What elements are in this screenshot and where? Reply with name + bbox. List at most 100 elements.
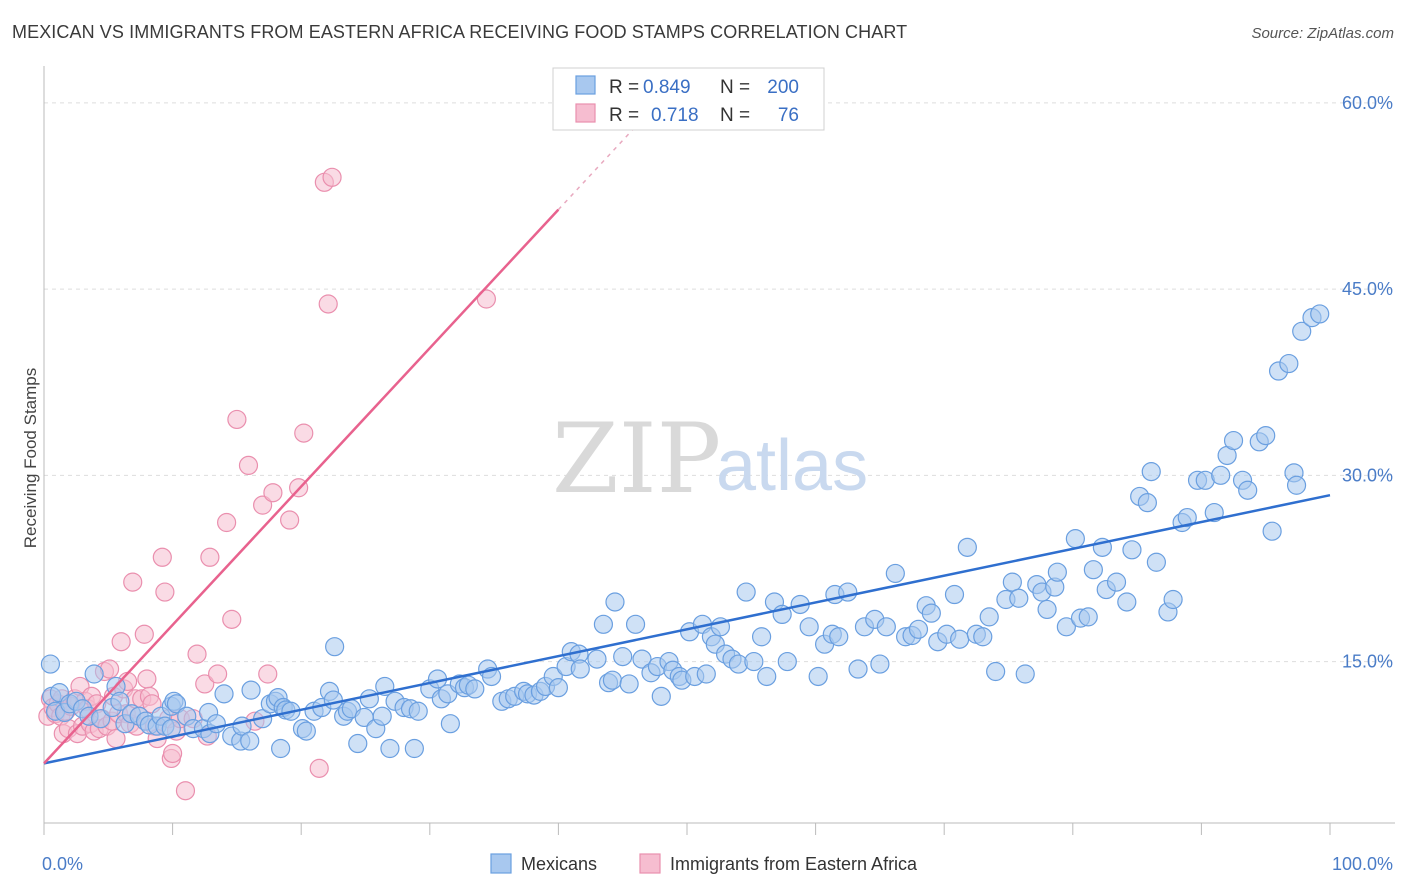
grid-lines: 15.0% 30.0% 45.0% 60.0%: [44, 93, 1395, 672]
mexicans-point: [1137, 493, 1157, 513]
y-tick-label-45: 45.0%: [1342, 279, 1393, 299]
mexicans-point: [241, 680, 261, 700]
mexicans-point: [1310, 304, 1330, 324]
mexicans-point: [605, 592, 625, 612]
stats-n-label-mexicans: N =: [720, 77, 750, 98]
mexicans-point: [1279, 353, 1299, 374]
mexicans-point: [979, 607, 999, 627]
mexicans-point: [696, 664, 716, 684]
mexicans-point: [90, 709, 111, 729]
mexicans-point: [570, 659, 590, 679]
mexicans-point: [1286, 475, 1307, 495]
mexicans-point: [651, 686, 671, 706]
eastern-africa-point: [123, 572, 143, 592]
mexicans-point: [876, 617, 896, 637]
mexicans-point: [777, 651, 797, 672]
x-tick-label-max: 100.0%: [1332, 854, 1393, 874]
mexicans-point: [625, 614, 646, 634]
eastern-africa-point: [227, 409, 247, 430]
mexicans-point: [1211, 465, 1231, 485]
mexicans-point: [1204, 502, 1224, 523]
mexicans-point: [408, 701, 428, 721]
eastern-africa-point: [137, 669, 157, 689]
mexicans-point: [296, 721, 316, 741]
mexicans-trend-line: [43, 493, 1331, 765]
watermark: ZIP atlas: [552, 403, 868, 515]
mexicans-point: [404, 738, 424, 759]
chart-title: MEXICAN VS IMMIGRANTS FROM EASTERN AFRIC…: [12, 22, 908, 42]
mexicans-point: [1037, 599, 1057, 620]
mexicans-point: [214, 684, 234, 704]
eastern-africa-point: [253, 495, 273, 515]
source-credit: Source: ZipAtlas.com: [1251, 25, 1394, 42]
eastern-africa-point: [187, 644, 207, 664]
eastern-africa-point: [152, 547, 172, 567]
y-tick-label-15: 15.0%: [1342, 652, 1393, 672]
mexicans-point: [808, 666, 828, 687]
mexicans-point: [593, 614, 614, 634]
mexicans-point: [957, 537, 977, 557]
mexicans-point: [1056, 617, 1076, 637]
eastern-africa-point: [200, 547, 220, 567]
mexicans-point: [1141, 462, 1161, 482]
mexicans-point: [1083, 560, 1103, 580]
legend-swatch-mexicans: [490, 853, 512, 874]
mexicans-point: [950, 629, 970, 649]
eastern-africa-point: [263, 483, 283, 503]
y-axis-title: Receiving Food Stamps: [21, 368, 40, 548]
stats-r-value-mexicans: 0.849: [643, 77, 691, 98]
mexicans-point: [548, 678, 569, 698]
mexicans-point: [1047, 562, 1067, 582]
mexicans-point: [271, 738, 291, 759]
mexicans-point: [325, 637, 345, 657]
mexicans-point: [986, 661, 1006, 682]
mexicans-point: [110, 691, 130, 711]
mexicans-point: [372, 706, 392, 726]
mexicans-point: [1262, 521, 1282, 541]
mexicans-point: [1292, 321, 1312, 341]
y-tick-label-30: 30.0%: [1342, 465, 1393, 485]
legend-label-eastern-africa: Immigrants from Eastern Africa: [670, 854, 918, 874]
eastern-africa-point: [222, 609, 242, 629]
mexicans-point: [736, 582, 756, 602]
stats-n-value-eastern-africa: 76: [778, 105, 799, 126]
mexicans-point: [348, 733, 368, 754]
mexicans-point: [602, 670, 623, 690]
watermark-atlas: atlas: [716, 426, 868, 506]
mexicans-point: [240, 731, 260, 751]
mexicans-point: [973, 627, 993, 647]
stats-n-label-eastern-africa: N =: [720, 105, 750, 126]
eastern-africa-point: [476, 289, 496, 309]
mexicans-point: [1002, 572, 1022, 592]
mexicans-point: [829, 627, 849, 647]
mexicans-point: [40, 654, 61, 674]
mexicans-point: [921, 603, 941, 623]
mexicans-point: [744, 651, 764, 672]
mexicans-point: [587, 649, 607, 669]
stats-r-label-eastern-africa: R =: [609, 105, 639, 126]
stats-swatch-eastern-africa: [575, 103, 596, 123]
eastern-africa-point: [322, 167, 342, 187]
mexicans-point: [870, 654, 890, 674]
mexicans-point: [751, 627, 772, 647]
mexicans-point: [1146, 552, 1166, 572]
legend-swatch-eastern-africa: [639, 853, 661, 874]
watermark-zip: ZIP: [552, 403, 721, 515]
eastern-africa-point: [294, 423, 314, 443]
y-tick-label-60: 60.0%: [1342, 93, 1393, 113]
stats-n-value-mexicans: 200: [767, 77, 799, 98]
eastern-africa-point: [318, 294, 338, 314]
mexicans-point: [359, 689, 379, 709]
eastern-africa-point: [195, 674, 215, 694]
mexicans-point: [1078, 607, 1098, 627]
mexicans-point: [885, 563, 905, 584]
eastern-africa-point: [309, 758, 329, 778]
mexicans-point: [944, 584, 965, 605]
mexicans-point: [1106, 572, 1127, 592]
eastern-africa-point: [155, 582, 175, 602]
mexicans-point: [848, 659, 868, 679]
mexicans-point: [1117, 592, 1137, 612]
stats-r-value-eastern-africa: 0.718: [651, 105, 699, 126]
mexicans-point: [619, 674, 639, 694]
